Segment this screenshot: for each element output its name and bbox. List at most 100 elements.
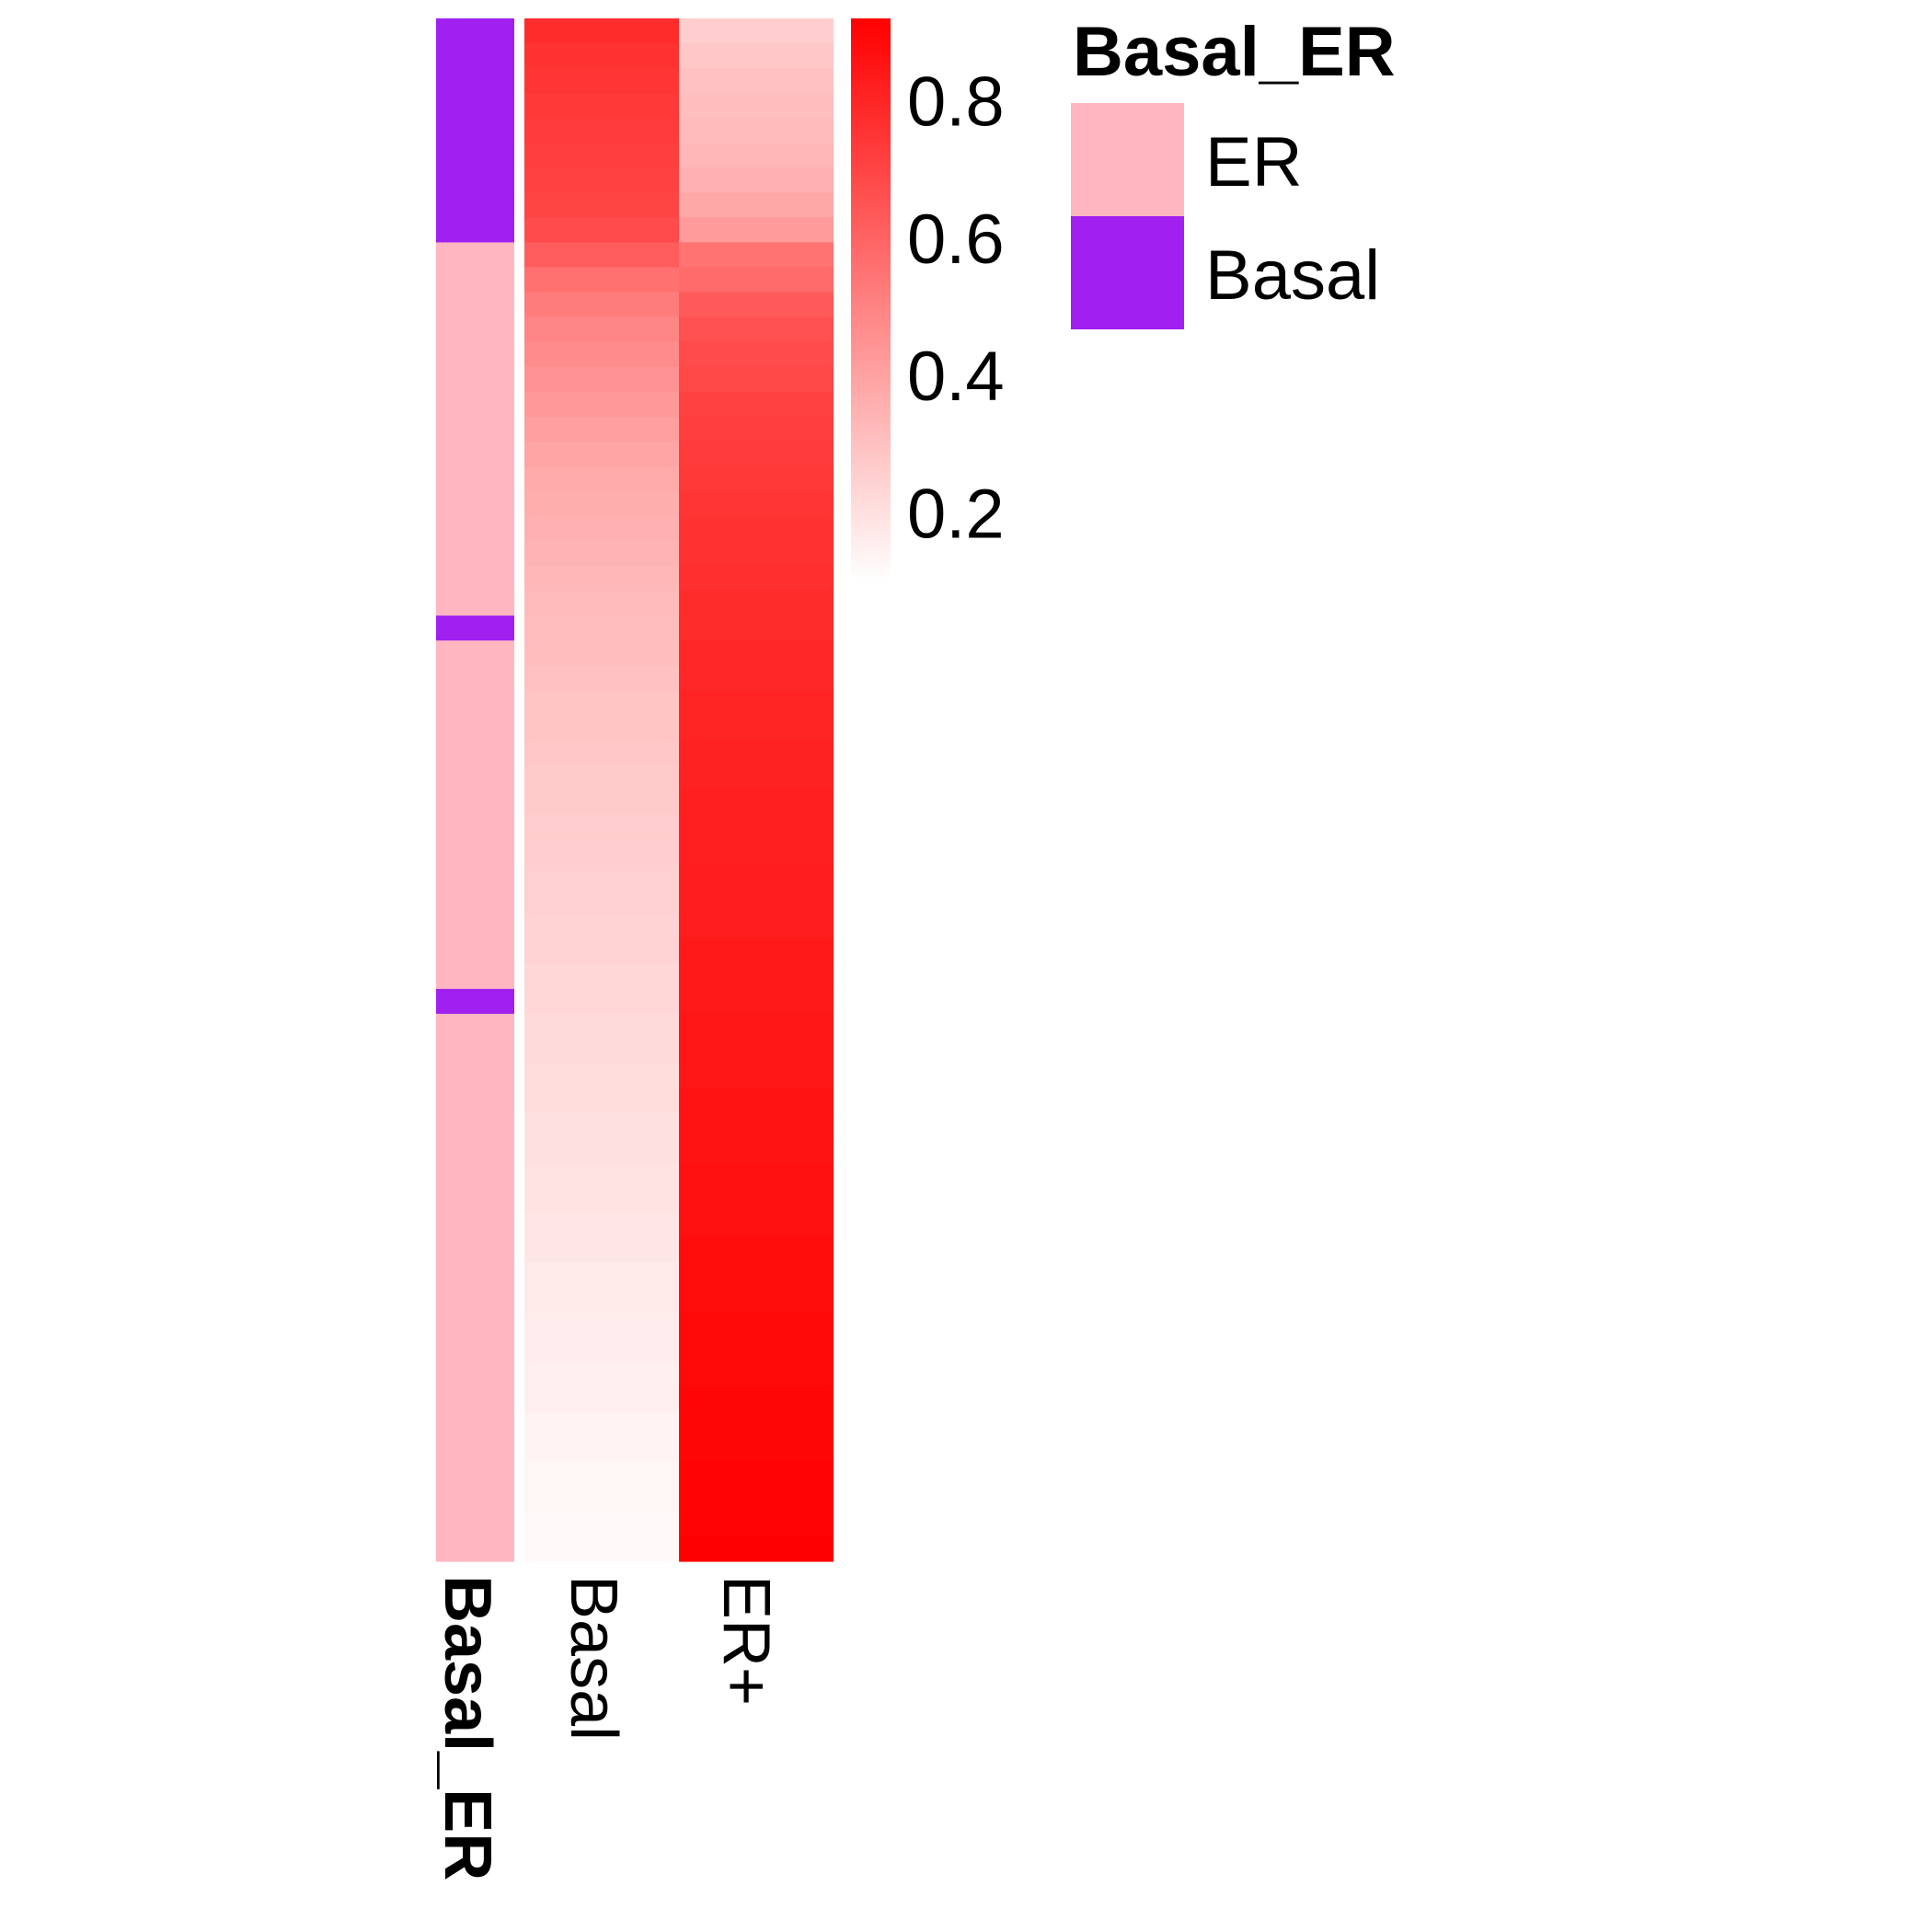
- heatmap-cell-basal: [524, 515, 679, 542]
- annotation-cell: [436, 217, 514, 244]
- heatmap-cell-er-plus: [679, 167, 834, 193]
- heatmap-cell-er-plus: [679, 690, 834, 716]
- heatmap-cell-basal: [524, 1511, 679, 1537]
- heatmap-cell-er-plus: [679, 591, 834, 616]
- annotation-cell: [436, 366, 514, 393]
- heatmap-cell-basal: [524, 690, 679, 716]
- annotation-cell: [436, 192, 514, 218]
- heatmap-cell-basal: [524, 1188, 679, 1213]
- heatmap-cell-er-plus: [679, 416, 834, 443]
- heatmap-cell-basal: [524, 640, 679, 666]
- annotation-cell: [436, 889, 514, 915]
- annotation-cell: [436, 118, 514, 144]
- heatmap-cell-er-plus: [679, 1138, 834, 1164]
- annotation-cell: [436, 68, 514, 94]
- heatmap-cell-basal: [524, 1411, 679, 1438]
- heatmap-cell-er-plus: [679, 441, 834, 467]
- heatmap-column-er-plus: [679, 18, 834, 1562]
- heatmap-cell-basal: [524, 889, 679, 915]
- heatmap-cell-basal: [524, 1262, 679, 1289]
- annotation-cell: [436, 1411, 514, 1438]
- heatmap-cell-basal: [524, 740, 679, 766]
- heatmap-cell-basal: [524, 143, 679, 168]
- heatmap-cell-er-plus: [679, 1113, 834, 1139]
- heatmap-cell-er-plus: [679, 988, 834, 1015]
- annotation-cell: [436, 864, 514, 891]
- heatmap-cell-er-plus: [679, 1213, 834, 1238]
- annotation-column: [436, 18, 514, 1562]
- annotation-cell: [436, 1511, 514, 1537]
- heatmap-cell-basal: [524, 765, 679, 791]
- annotation-cell: [436, 515, 514, 542]
- annotation-cell: [436, 765, 514, 791]
- legend-title: Basal_ER: [1073, 13, 1396, 91]
- heatmap-cell-basal: [524, 1535, 679, 1562]
- heatmap-cell-basal: [524, 118, 679, 144]
- heatmap-cell-basal: [524, 1088, 679, 1114]
- heatmap-cell-er-plus: [679, 1287, 834, 1314]
- heatmap-cell-er-plus: [679, 515, 834, 542]
- heatmap-cell-er-plus: [679, 68, 834, 94]
- annotation-cell: [436, 242, 514, 269]
- heatmap-cell-basal: [524, 615, 679, 641]
- heatmap-cell-basal: [524, 1064, 679, 1089]
- heatmap-cell-basal: [524, 490, 679, 517]
- annotation-cell: [436, 914, 514, 940]
- heatmap-cell-basal: [524, 1287, 679, 1314]
- heatmap-cell-basal: [524, 1461, 679, 1488]
- annotation-cell: [436, 814, 514, 841]
- annotation-cell: [436, 591, 514, 616]
- annotation-cell: [436, 167, 514, 193]
- heatmap-cell-basal: [524, 366, 679, 393]
- heatmap-cell-er-plus: [679, 665, 834, 691]
- color-scale-tick-label: 0.8: [907, 63, 1005, 142]
- heatmap-cell-er-plus: [679, 18, 834, 44]
- annotation-cell: [436, 267, 514, 293]
- annotation-cell: [436, 466, 514, 492]
- annotation-cell: [436, 1386, 514, 1413]
- heatmap-cell-er-plus: [679, 715, 834, 741]
- heatmap-cell-er-plus: [679, 143, 834, 168]
- heatmap-cell-er-plus: [679, 1436, 834, 1463]
- heatmap-cell-er-plus: [679, 217, 834, 244]
- heatmap-cell-basal: [524, 1163, 679, 1189]
- heatmap-cell-er-plus: [679, 1535, 834, 1562]
- column-label-basal: Basal: [557, 1575, 630, 1741]
- annotation-cell: [436, 615, 514, 641]
- heatmap-cell-basal: [524, 68, 679, 94]
- annotation-cell: [436, 1362, 514, 1388]
- heatmap-cell-basal: [524, 1362, 679, 1388]
- heatmap-cell-basal: [524, 1113, 679, 1139]
- heatmap-cell-er-plus: [679, 316, 834, 343]
- annotation-cell: [436, 316, 514, 343]
- heatmap-cell-er-plus: [679, 1362, 834, 1388]
- heatmap-cell-basal: [524, 566, 679, 592]
- annotation-cell: [436, 1287, 514, 1314]
- annotation-cell: [436, 1486, 514, 1512]
- legend-label-basal: Basal: [1205, 236, 1380, 315]
- heatmap-cell-er-plus: [679, 366, 834, 393]
- heatmap-cell-er-plus: [679, 566, 834, 592]
- heatmap-cell-er-plus: [679, 963, 834, 990]
- color-scale-tick-label: 0.6: [907, 201, 1005, 279]
- heatmap-cell-er-plus: [679, 839, 834, 866]
- heatmap-cell-basal: [524, 43, 679, 69]
- annotation-cell: [436, 1461, 514, 1488]
- heatmap-cell-er-plus: [679, 1511, 834, 1537]
- heatmap-cell-er-plus: [679, 1188, 834, 1213]
- annotation-cell: [436, 93, 514, 119]
- heatmap-cell-er-plus: [679, 391, 834, 418]
- annotation-cell: [436, 839, 514, 866]
- annotation-cell: [436, 541, 514, 567]
- heatmap-cell-basal: [524, 914, 679, 940]
- annotation-legend: Basal_ER ER Basal: [1071, 13, 1396, 329]
- heatmap-cell-basal: [524, 814, 679, 841]
- heatmap-cell-er-plus: [679, 466, 834, 492]
- heatmap-cell-er-plus: [679, 1237, 834, 1264]
- heatmap-cell-er-plus: [679, 242, 834, 269]
- heatmap-cell-basal: [524, 715, 679, 741]
- heatmap-cell-basal: [524, 18, 679, 44]
- annotation-cell: [436, 789, 514, 816]
- annotation-cell: [436, 441, 514, 467]
- heatmap-cell-basal: [524, 292, 679, 318]
